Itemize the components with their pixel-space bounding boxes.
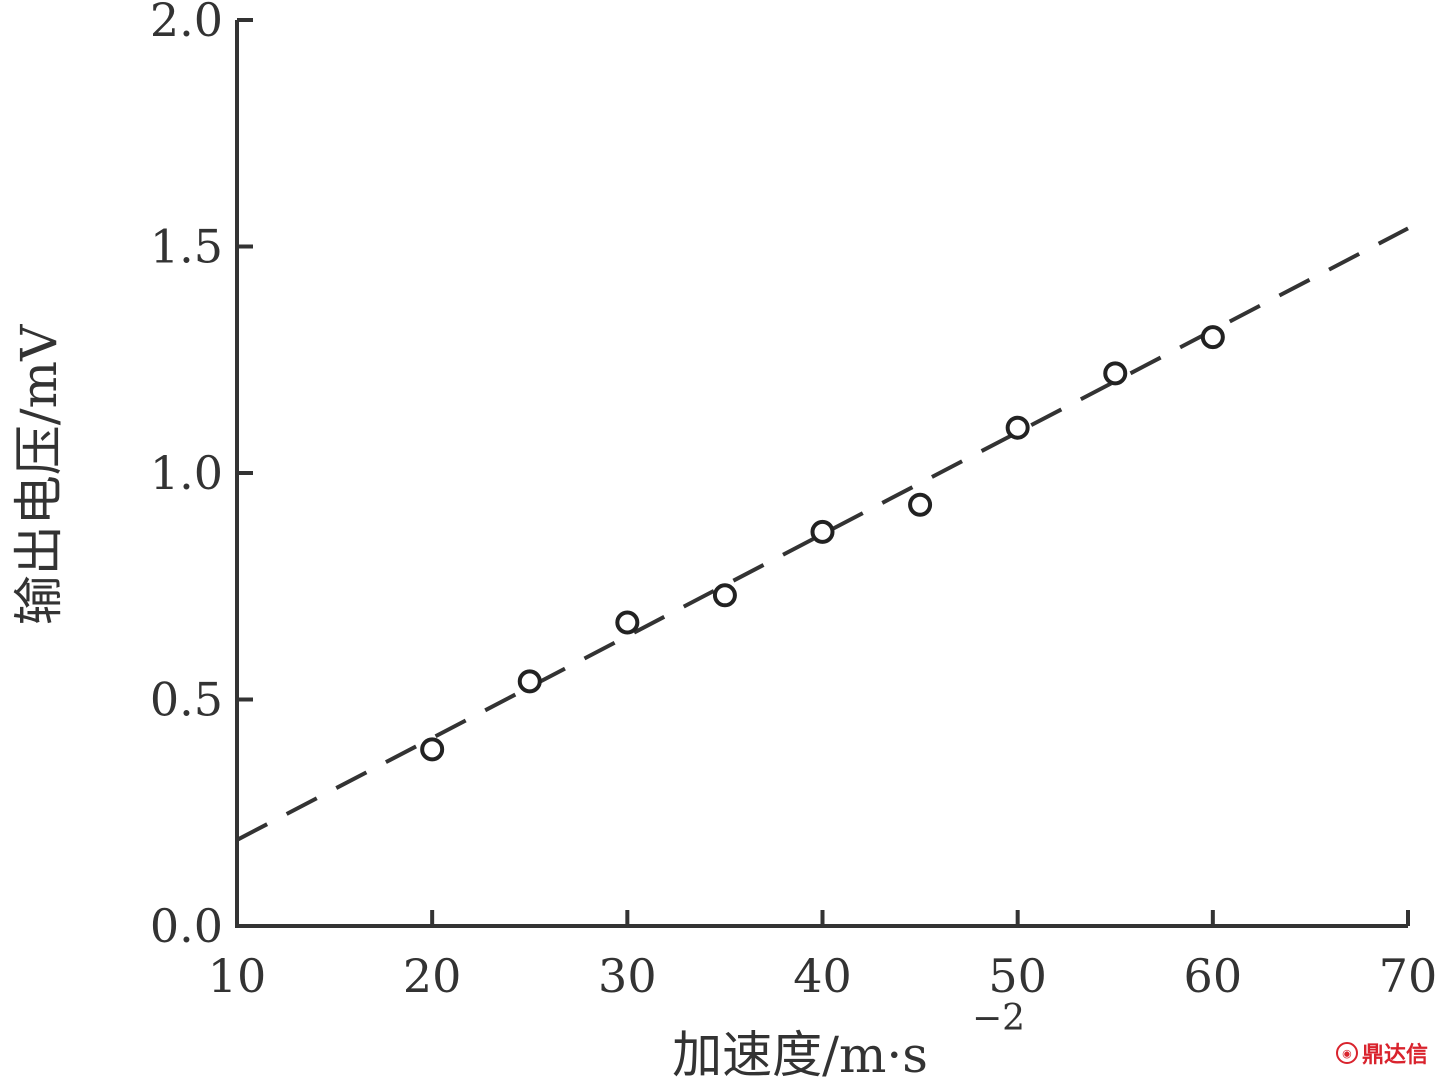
data-point <box>1200 325 1225 350</box>
x-tick-label: 30 <box>598 949 657 1003</box>
axes <box>235 18 1410 928</box>
x-tick-label: 20 <box>403 949 462 1003</box>
y-tick-label: 0.5 <box>150 673 223 727</box>
data-point <box>810 519 835 544</box>
data-points <box>420 325 1225 762</box>
axis-labels: 10 20 30 40 50 60 70 0.0 0.5 1.0 1.5 2.0 加速度/m·s −2 输出… <box>10 0 1437 1079</box>
x-tick-label: 60 <box>1184 949 1243 1003</box>
x-axis-title: 加速度/m·s <box>672 1026 928 1079</box>
watermark-text: 鼎达信 <box>1361 1043 1428 1068</box>
data-point <box>908 492 933 517</box>
data-point <box>615 610 640 635</box>
y-tick-label: 0.0 <box>150 899 223 953</box>
y-tick-label: 2.0 <box>150 0 223 47</box>
data-point <box>420 737 445 762</box>
x-tick-label: 50 <box>988 949 1047 1003</box>
watermark-logo-icon: ◉ <box>1335 1042 1358 1064</box>
y-tick-label: 1.0 <box>150 446 223 500</box>
data-point <box>1103 361 1128 386</box>
x-tick-label: 10 <box>208 949 267 1003</box>
x-tick-label: 40 <box>793 949 852 1003</box>
y-tick-label: 1.5 <box>150 220 223 274</box>
y-axis-title: 输出电压/mV <box>10 324 68 625</box>
x-axis-title-superscript: −2 <box>972 998 1025 1039</box>
watermark: ◉ 鼎达信 <box>1335 1037 1428 1069</box>
x-tick-label: 70 <box>1379 949 1438 1003</box>
data-point <box>517 669 542 694</box>
data-point <box>712 583 737 608</box>
data-point <box>1005 415 1030 440</box>
